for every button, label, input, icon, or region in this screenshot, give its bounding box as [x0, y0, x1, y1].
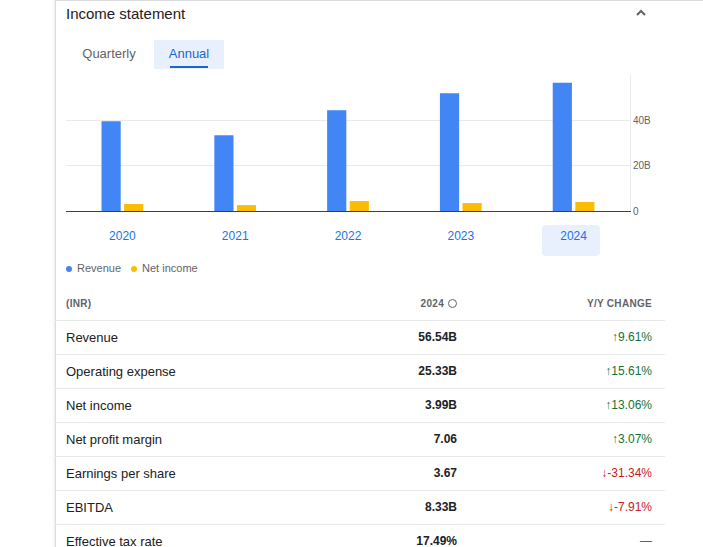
html-text:Y/Y CHANGE: Y/Y CHANGE — [586, 298, 652, 309]
html-text:Net profit margin: Net profit margin — [66, 432, 163, 447]
html-text:Quarterly: Quarterly — [82, 46, 136, 61]
html-text:25.33B: 25.33B — [418, 364, 457, 378]
svg-text:0: 0 — [633, 206, 639, 217]
svg-text:2022: 2022 — [335, 229, 362, 243]
svg-text:2021: 2021 — [222, 229, 249, 243]
html-text:17.49%: 17.49% — [416, 534, 457, 547]
html-text:↓-31.34%: ↓-31.34% — [601, 466, 652, 480]
svg-text:2024: 2024 — [560, 229, 587, 243]
html-text:56.54B: 56.54B — [418, 330, 457, 344]
html-text:(INR): (INR) — [66, 298, 92, 309]
html-text:↑9.61%: ↑9.61% — [612, 330, 652, 344]
svg-text:2023: 2023 — [447, 229, 474, 243]
svg-text:2020: 2020 — [109, 229, 136, 243]
html-text:3.99B: 3.99B — [425, 398, 457, 412]
html-text:EBITDA: EBITDA — [66, 500, 113, 515]
html-text:↓-7.91%: ↓-7.91% — [608, 500, 652, 514]
svg-text:40B: 40B — [633, 115, 651, 126]
html-text:Revenue: Revenue — [77, 262, 121, 274]
html-text:↑15.61%: ↑15.61% — [605, 364, 652, 378]
html-text:Revenue: Revenue — [66, 330, 118, 345]
svg-text:20B: 20B — [633, 160, 651, 171]
html-text:↑13.06%: ↑13.06% — [605, 398, 652, 412]
html-text:Net income: Net income — [66, 398, 132, 413]
html-text:Income statement: Income statement — [66, 5, 186, 22]
html-text:Operating expense: Operating expense — [66, 364, 176, 379]
html-text:Net income: Net income — [142, 262, 198, 274]
html-text:7.06: 7.06 — [433, 432, 457, 446]
html-text:8.33B: 8.33B — [425, 500, 457, 514]
html-text:Annual: Annual — [168, 46, 210, 61]
html-text:2024: 2024 — [420, 298, 444, 309]
html-text:3.67: 3.67 — [433, 466, 457, 480]
html-text:↑3.07%: ↑3.07% — [612, 432, 652, 446]
html-text:Earnings per share: Earnings per share — [66, 466, 176, 481]
